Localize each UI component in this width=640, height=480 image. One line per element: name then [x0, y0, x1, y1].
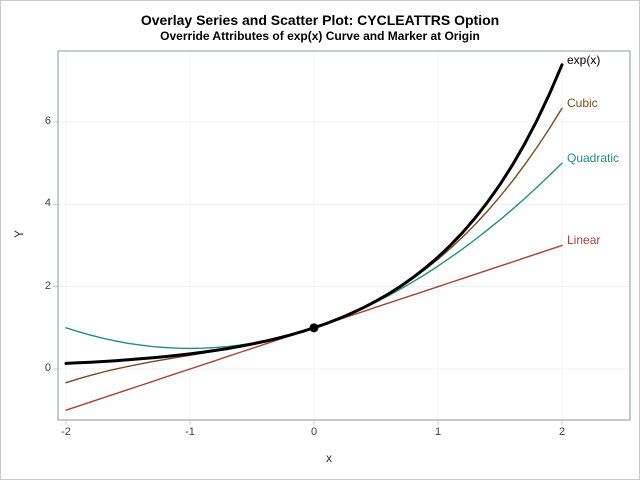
curve-label-exp: exp(x) [567, 52, 601, 67]
curve-label-linear: Linear [567, 233, 601, 248]
x-tick-label: 0 [310, 426, 318, 438]
y-axis-label: Y [12, 230, 26, 239]
x-tick-label: -1 [185, 426, 195, 438]
x-tick-label: 1 [434, 426, 442, 438]
chart-subtitle: Override Attributes of exp(x) Curve and … [160, 29, 480, 43]
y-tick-label: 6 [44, 114, 51, 127]
y-tick-label: 4 [44, 197, 51, 210]
x-axis-label: x [326, 451, 332, 465]
chart-title: Overlay Series and Scatter Plot: CYCLEAT… [140, 12, 500, 28]
x-tick-label: -2 [61, 426, 71, 438]
x-tick-label: 2 [558, 426, 566, 438]
y-tick-label: 0 [44, 362, 51, 374]
curve-label-cubic: Cubic [567, 96, 598, 111]
y-tick-label: 2 [44, 279, 51, 292]
curve-label-quadratic: Quadratic [567, 151, 620, 166]
